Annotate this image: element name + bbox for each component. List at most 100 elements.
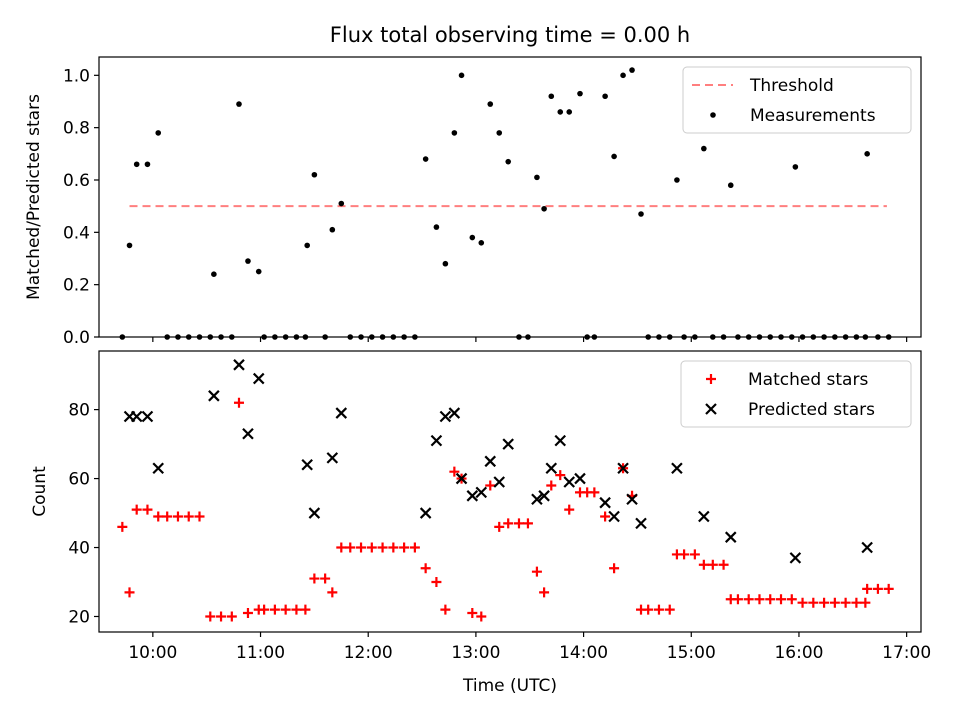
matched-star-point [300,604,311,615]
measurement-point [401,334,407,340]
predicted-star-point [475,486,488,499]
measurement-point [422,156,429,162]
measurement-point [799,334,806,340]
matched-star-point [449,466,460,477]
measurement-point [379,334,386,340]
measurement-point [577,90,583,97]
measurement-point [810,334,817,340]
measurement-point [666,334,673,340]
measurement-point [885,334,892,340]
measurement-point [229,334,235,340]
measurement-point [478,239,485,246]
x-tick-label: 12:00 [344,643,393,663]
matched-star-point [819,597,830,608]
predicted-star-point [130,410,143,423]
measurement-point [311,171,318,178]
measurement-point [469,234,476,241]
matched-star-point [494,521,505,532]
predicted-star-point [335,407,348,419]
matched-star-point [388,542,399,553]
measurement-point [390,334,397,340]
matched-star-point [320,573,331,584]
matched-star-point [131,504,142,515]
predicted-star-point [608,510,620,523]
matched-star-point [476,611,487,622]
matched-star-point [356,542,367,553]
matched-star-point [732,594,743,605]
measurement-point [185,334,192,340]
measurement-point [144,161,151,168]
matched-star-point [309,573,320,584]
measurement-point [272,334,278,340]
matched-star-point [808,597,819,608]
measurement-point [261,334,267,340]
predicted-star-point [430,434,443,447]
predicted-star-point [233,359,245,371]
x-tick-label: 13:00 [451,643,500,663]
measurement-point [534,174,540,181]
matched-star-point [786,594,797,605]
matched-star-point [564,504,575,515]
measurement-point [692,334,698,340]
matched-star-point [653,604,664,615]
matched-star-point [291,604,302,615]
measurement-point [788,334,795,340]
predicted-star-point [326,452,339,464]
matched-star-point [503,518,514,529]
legend-label: Measurements [750,106,876,126]
matched-star-point [872,583,883,594]
matched-star-point [327,587,338,598]
measurement-point [566,109,573,115]
measurement-point [338,200,345,207]
plot-frame [98,350,922,633]
measurement-point [629,67,635,73]
matched-star-point [698,559,709,570]
predicted-star-point [439,410,452,423]
x-tick-label: 15:00 [667,643,716,663]
matched-star-point [765,594,776,605]
measurement-point [255,268,262,275]
predicted-star-point [208,390,220,402]
matched-star-point [539,587,550,598]
x-tick-label: 16:00 [774,643,823,663]
matched-star-point [377,542,388,553]
legend-measurement-swatch [710,112,716,118]
matched-star-point [776,594,787,605]
y-tick-label: 40 [68,539,90,559]
predicted-star-point [448,407,461,419]
predicted-star-point [724,531,737,543]
measurement-point [245,258,251,264]
measurement-point [451,130,458,136]
matched-star-point [664,604,675,615]
measurement-point [745,334,752,340]
measurement-point [638,211,644,217]
predicted-star-point [574,472,586,485]
predicted-star-point [626,493,638,506]
measurement-point [505,158,512,165]
y-tick-label: 1.0 [63,66,90,86]
measurement-point [126,242,133,249]
matched-star-point [862,583,873,594]
predicted-star-point [538,490,550,502]
y-tick-label: 0.0 [63,328,90,348]
x-tick-label: 14:00 [559,643,608,663]
y-tick-label: 60 [68,470,90,490]
matched-star-point [485,480,496,491]
measurement-point [767,334,774,340]
matched-star-point [546,480,557,491]
legend: Matched stars Predicted stars [680,360,912,428]
predicted-star-point [554,434,567,447]
matched-star-point [718,559,729,570]
measurement-point [302,334,309,340]
x-tick-label: 10:00 [128,643,177,663]
matched-star-point [205,611,216,622]
measurement-point [412,334,418,340]
measurement-point [236,101,242,107]
matched-star-point [840,597,851,608]
matched-star-point [531,566,542,577]
matched-star-point [420,563,431,574]
measurement-point [369,334,375,340]
matched-star-point [522,518,533,529]
measurement-point [496,130,503,136]
